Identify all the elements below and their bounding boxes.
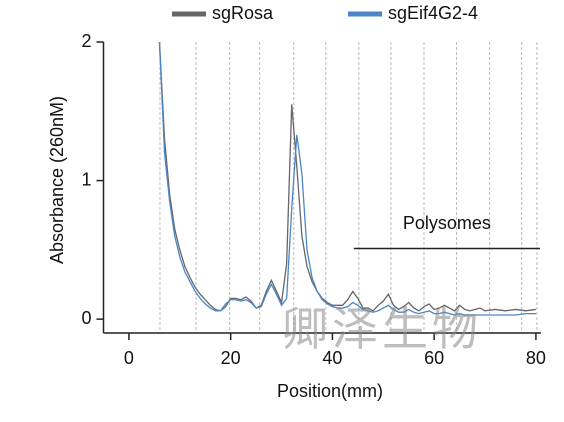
legend-label: sgRosa	[212, 3, 274, 23]
series-line	[158, 42, 536, 312]
x-tick-label: 40	[322, 348, 342, 368]
x-tick-label: 0	[124, 348, 134, 368]
watermark: 卿泽生物	[282, 302, 482, 356]
x-tick-label: 60	[424, 348, 444, 368]
x-tick-label: 80	[526, 348, 546, 368]
annotation: Polysomes	[403, 213, 491, 233]
y-tick-label: 2	[81, 31, 91, 51]
y-tick-label: 0	[81, 308, 91, 328]
x-axis-title: Position(mm)	[277, 381, 383, 401]
series-line	[158, 42, 536, 316]
y-axis-title: Absorbance (260nM)	[47, 96, 67, 264]
x-tick-label: 20	[221, 348, 241, 368]
y-tick-label: 1	[81, 169, 91, 189]
legend-label: sgEif4G2-4	[388, 3, 478, 23]
